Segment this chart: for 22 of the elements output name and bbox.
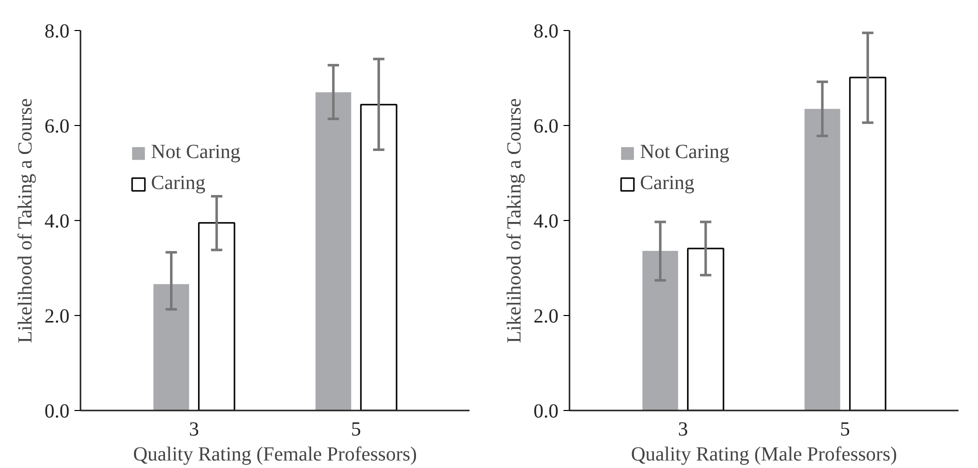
x-tick-label: 5 bbox=[840, 418, 850, 440]
legend-label: Not Caring bbox=[640, 141, 730, 164]
legend-label: Not Caring bbox=[151, 141, 240, 164]
x-axis-title: Quality Rating (Female Professors) bbox=[133, 444, 417, 466]
y-tick-label: 0.0 bbox=[534, 400, 558, 422]
y-axis-title: Likelihood of Taking a Course bbox=[14, 98, 36, 344]
y-tick-label: 4.0 bbox=[534, 210, 558, 232]
x-tick-label: 3 bbox=[678, 418, 688, 440]
y-tick-label: 2.0 bbox=[44, 306, 70, 328]
legend-label: Caring bbox=[640, 172, 694, 195]
y-tick-label: 6.0 bbox=[44, 116, 70, 138]
y-tick-label: 6.0 bbox=[534, 116, 558, 138]
x-tick-label: 5 bbox=[351, 418, 362, 440]
y-tick-label: 4.0 bbox=[44, 210, 70, 232]
x-tick-label: 3 bbox=[188, 418, 199, 440]
legend-label: Caring bbox=[151, 172, 206, 195]
x-axis-title: Quality Rating (Male Professors) bbox=[630, 444, 898, 466]
y-tick-label: 0.0 bbox=[44, 400, 70, 422]
y-tick-label: 8.0 bbox=[534, 20, 558, 42]
y-tick-label: 8.0 bbox=[44, 20, 70, 42]
y-axis-title: Likelihood of Taking a Course bbox=[504, 98, 526, 344]
y-tick-label: 2.0 bbox=[534, 306, 558, 328]
